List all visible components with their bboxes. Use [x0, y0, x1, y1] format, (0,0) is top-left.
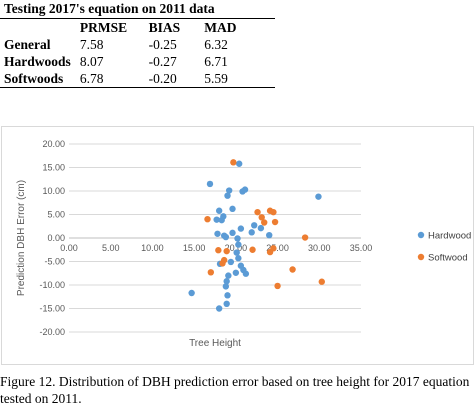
row-label: Softwoods [0, 70, 80, 88]
table-row: Hardwoods 8.07 -0.27 6.71 [0, 53, 275, 70]
x-tick-label: 35.00 [350, 243, 373, 253]
column-header-mad: MAD [204, 20, 237, 35]
softwood-point [318, 278, 325, 285]
y-tick-label: 15.00 [42, 163, 65, 173]
y-tick-label: 20.00 [42, 139, 65, 149]
hardwood-point [225, 272, 232, 279]
table-row: Softwoods 6.78 -0.20 5.59 [0, 70, 275, 88]
table-row: General 7.58 -0.25 6.32 [0, 36, 275, 53]
y-tick-label: 10.00 [42, 186, 65, 196]
softwood-point [261, 219, 268, 226]
column-header-prmse: PRMSE [79, 20, 128, 35]
mad-cell: 6.71 [204, 54, 228, 69]
row-label: General [4, 37, 51, 52]
y-tick-label: -15.00 [39, 304, 65, 314]
softwood-point [289, 266, 296, 273]
softwood-point [301, 234, 309, 241]
hardwood-point [235, 255, 242, 262]
hardwood-point [266, 231, 273, 239]
legend-label-hardwood: Hardwood [428, 231, 471, 242]
hardwood-point [220, 213, 227, 220]
hardwood-point [225, 187, 233, 194]
x-tick-label: 15.00 [183, 243, 206, 253]
hardwood-point [215, 207, 223, 214]
x-axis-title: Tree Height [189, 338, 241, 349]
hardwood-point [242, 270, 250, 277]
chart-frame: 20.00 15.00 10.00 5.00 0.00 -5.00 -10.00 -15.00… [1, 126, 474, 365]
hardwood-point [248, 229, 255, 236]
prmse-cell: 7.58 [79, 37, 104, 52]
hardwood-point [229, 229, 236, 237]
hardwood-point [223, 278, 230, 285]
hardwood-point [224, 192, 231, 199]
hardwood-point [224, 292, 231, 299]
hardwood-point [234, 235, 241, 242]
column-header-bias: BIAS [148, 20, 181, 35]
hardwood-point [222, 283, 230, 290]
hardwood-point [237, 225, 245, 232]
mad-cell: 6.32 [204, 37, 228, 52]
y-tick-label: 5.00 [47, 210, 65, 220]
prmse-cell: 8.07 [79, 54, 104, 69]
softwood-point [254, 208, 261, 216]
hardwood-point [223, 300, 230, 307]
hardwood-point [235, 160, 243, 167]
x-tick-label: 5.00 [102, 243, 120, 253]
hardwood-point [235, 241, 242, 248]
mad-cell: 5.59 [204, 70, 275, 88]
softwood-point [220, 256, 228, 264]
softwood-point [266, 248, 274, 256]
softwood-point [271, 218, 279, 226]
softwood-point [223, 247, 230, 255]
x-tick-label: 0.00 [60, 243, 78, 253]
table-caption: Testing 2017's equation on 2011 data [0, 0, 275, 19]
hardwood-point [222, 233, 230, 241]
x-tick-label: 20.00 [225, 243, 248, 253]
softwood-point [258, 214, 265, 221]
legend-marker-hardwood [417, 231, 425, 239]
legend-label-softwood: Softwood [428, 253, 468, 264]
legend-marker-softwood [417, 253, 425, 261]
prmse-cell: 6.78 [79, 70, 149, 88]
y-tick-label: -5.00 [44, 257, 65, 267]
column-header-blank [0, 19, 80, 37]
x-tick-label: 10.00 [141, 243, 164, 253]
hardwood-point [215, 305, 223, 312]
hardwood-point [251, 222, 258, 229]
hardwood-point [241, 186, 249, 193]
figure-caption: Figure 12. Distribution of DBH predictio… [0, 374, 470, 406]
x-tick-label: 25.00 [266, 243, 289, 253]
softwood-point [207, 269, 215, 276]
hardwood-point [214, 230, 221, 237]
softwood-point [230, 159, 237, 166]
hardwood-point [233, 249, 240, 256]
bias-cell: -0.27 [148, 54, 177, 69]
softwood-point [249, 246, 256, 253]
softwood-point [204, 216, 211, 223]
x-tick-label: 30.00 [308, 243, 331, 253]
hardwood-point [232, 269, 240, 276]
hardwood-point [213, 216, 220, 223]
results-table: Testing 2017's equation on 2011 data PRM… [0, 0, 275, 88]
bias-cell: -0.20 [148, 70, 205, 88]
hardwood-point [315, 193, 322, 200]
scatter-chart: 20.00 15.00 10.00 5.00 0.00 -5.00 -10.00 -15.00… [16, 139, 471, 349]
y-tick-label: -20.00 [39, 327, 65, 337]
hardwood-point [229, 205, 236, 213]
softwood-point [270, 208, 277, 216]
hardwood-point [227, 258, 235, 266]
y-tick-label: -10.00 [39, 280, 65, 290]
hardwood-point [188, 289, 195, 297]
row-label: Hardwoods [4, 54, 71, 69]
softwood-point [215, 247, 222, 254]
y-axis-title: Prediction DBH Error (cm) [16, 180, 27, 296]
hardwood-point [206, 180, 214, 188]
bias-cell: -0.25 [148, 37, 177, 52]
y-tick-label: 0.00 [47, 233, 65, 243]
hardwood-point [257, 224, 265, 232]
softwood-point [274, 282, 281, 290]
